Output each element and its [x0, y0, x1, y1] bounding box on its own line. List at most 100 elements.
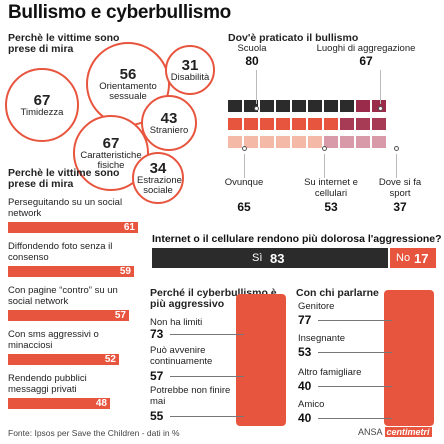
no-value: 17	[414, 251, 429, 266]
leader-line	[396, 154, 397, 178]
heat-cell	[356, 100, 370, 112]
bubble: 67 Timidezza	[5, 68, 79, 142]
aggressive-label: Potrebbe non finire mai	[150, 385, 231, 407]
leader-line	[318, 418, 392, 419]
heat-cell	[372, 118, 386, 130]
aggressive-value: 57	[150, 369, 164, 383]
location-label: Ovunque	[224, 177, 264, 188]
heat-cell	[276, 118, 290, 130]
leader-line	[318, 320, 392, 321]
yes-value: 83	[270, 251, 285, 266]
heat-cell	[276, 100, 290, 112]
leader-line	[244, 154, 245, 178]
talk-label: Amico	[298, 399, 325, 410]
page-title: Bullismo e cyberbullismo	[8, 2, 231, 23]
leader-line	[318, 386, 392, 387]
heat-cell	[324, 100, 338, 112]
method-label: Rendendo pubblici messaggi privati	[8, 373, 87, 395]
ansa-logo-text: ANSA	[358, 427, 383, 437]
heat-cell	[228, 136, 242, 148]
leader-dot	[322, 146, 327, 151]
leader-line	[170, 416, 244, 417]
location-value: 53	[324, 200, 338, 214]
heat-cell	[308, 118, 322, 130]
leader-line	[318, 352, 392, 353]
location-value: 67	[359, 54, 373, 68]
method-bar	[8, 222, 138, 233]
aggressive-value: 55	[150, 409, 164, 423]
location-chart-title: Dov'è praticato il bullismo	[228, 32, 359, 44]
method-chart-title: Perchè le vittime sono prese di mira	[8, 167, 120, 190]
bubble-value: 34	[149, 159, 167, 177]
bubble: 31 Disabilità	[165, 45, 215, 95]
heat-cell	[308, 136, 322, 148]
method-label: Con sms aggressivi o minacciosi	[8, 329, 99, 351]
method-label: Con pagine “contro” su un social network	[8, 285, 118, 307]
heat-cell	[276, 136, 290, 148]
heat-cell	[260, 100, 274, 112]
heat-cell	[340, 100, 354, 112]
yes-bar	[152, 248, 388, 268]
leader-line	[170, 376, 244, 377]
talk-value: 40	[298, 411, 312, 425]
leader-line	[324, 154, 325, 178]
bubble-value: 67	[33, 91, 51, 109]
location-value: 65	[237, 200, 251, 214]
bubble-label: Caratteristiche fisiche	[80, 149, 142, 171]
bubble-value: 31	[181, 56, 199, 74]
heat-cell	[260, 118, 274, 130]
leader-line	[256, 70, 257, 104]
heat-cell	[308, 100, 322, 112]
leader-dot	[378, 106, 383, 111]
heat-cell	[292, 100, 306, 112]
bubble-label: Timidezza	[20, 106, 64, 118]
method-value: 52	[104, 354, 116, 365]
talk-value: 77	[298, 313, 312, 327]
bubble-label: Estrazione sociale	[137, 174, 182, 196]
bubble-value: 56	[119, 65, 137, 83]
ansa-logo: ANSA centimetri	[358, 427, 432, 437]
method-value: 48	[95, 398, 107, 409]
bubble: 34 Estrazione sociale	[132, 152, 184, 204]
aggressive-chart-title: Perché il cyberbullismo è più aggressivo	[150, 287, 277, 310]
talk-label: Genitore	[298, 301, 335, 312]
bubble-label: Disabilità	[170, 71, 210, 83]
method-bar	[8, 266, 134, 277]
heat-cell	[244, 118, 258, 130]
heat-cell	[340, 136, 354, 148]
method-bar	[8, 354, 119, 365]
bubble-value: 43	[160, 109, 178, 127]
talk-chart-title: Con chi parlarne	[296, 287, 379, 299]
heat-cell	[228, 100, 242, 112]
method-label: Perseguitando su un social network	[8, 197, 123, 219]
location-label: Scuola	[237, 43, 267, 54]
heat-cell	[228, 118, 242, 130]
aggressive-label: Può avvenire continuamente	[150, 345, 213, 367]
location-label: Luoghi di aggregazione	[316, 43, 416, 54]
location-label: Dove si fa sport	[378, 177, 422, 199]
bubble-label: Orientamento sessuale	[99, 80, 157, 102]
location-value: 80	[245, 54, 259, 68]
heat-cell	[356, 118, 370, 130]
yes-label: Sì	[252, 252, 263, 264]
leader-line	[170, 334, 244, 335]
talk-bar	[384, 290, 434, 426]
heat-cell	[356, 136, 370, 148]
heat-cell	[244, 136, 258, 148]
no-bar	[390, 248, 436, 268]
aggressive-label: Non ha limiti	[150, 317, 203, 328]
leader-dot	[394, 146, 399, 151]
heat-cell	[324, 136, 338, 148]
aggressive-bar	[236, 294, 286, 426]
method-value: 59	[119, 266, 131, 277]
heat-cell	[340, 118, 354, 130]
bubble-value: 67	[102, 134, 120, 152]
location-label: Su internet e cellulari	[304, 177, 358, 199]
leader-line	[380, 70, 381, 104]
heat-cell	[260, 136, 274, 148]
talk-value: 40	[298, 379, 312, 393]
bubble-chart-title: Perchè le vittime sono prese di mira	[8, 32, 120, 55]
heat-cell	[292, 118, 306, 130]
method-value: 61	[123, 222, 135, 233]
talk-label: Altro famigliare	[298, 367, 362, 378]
